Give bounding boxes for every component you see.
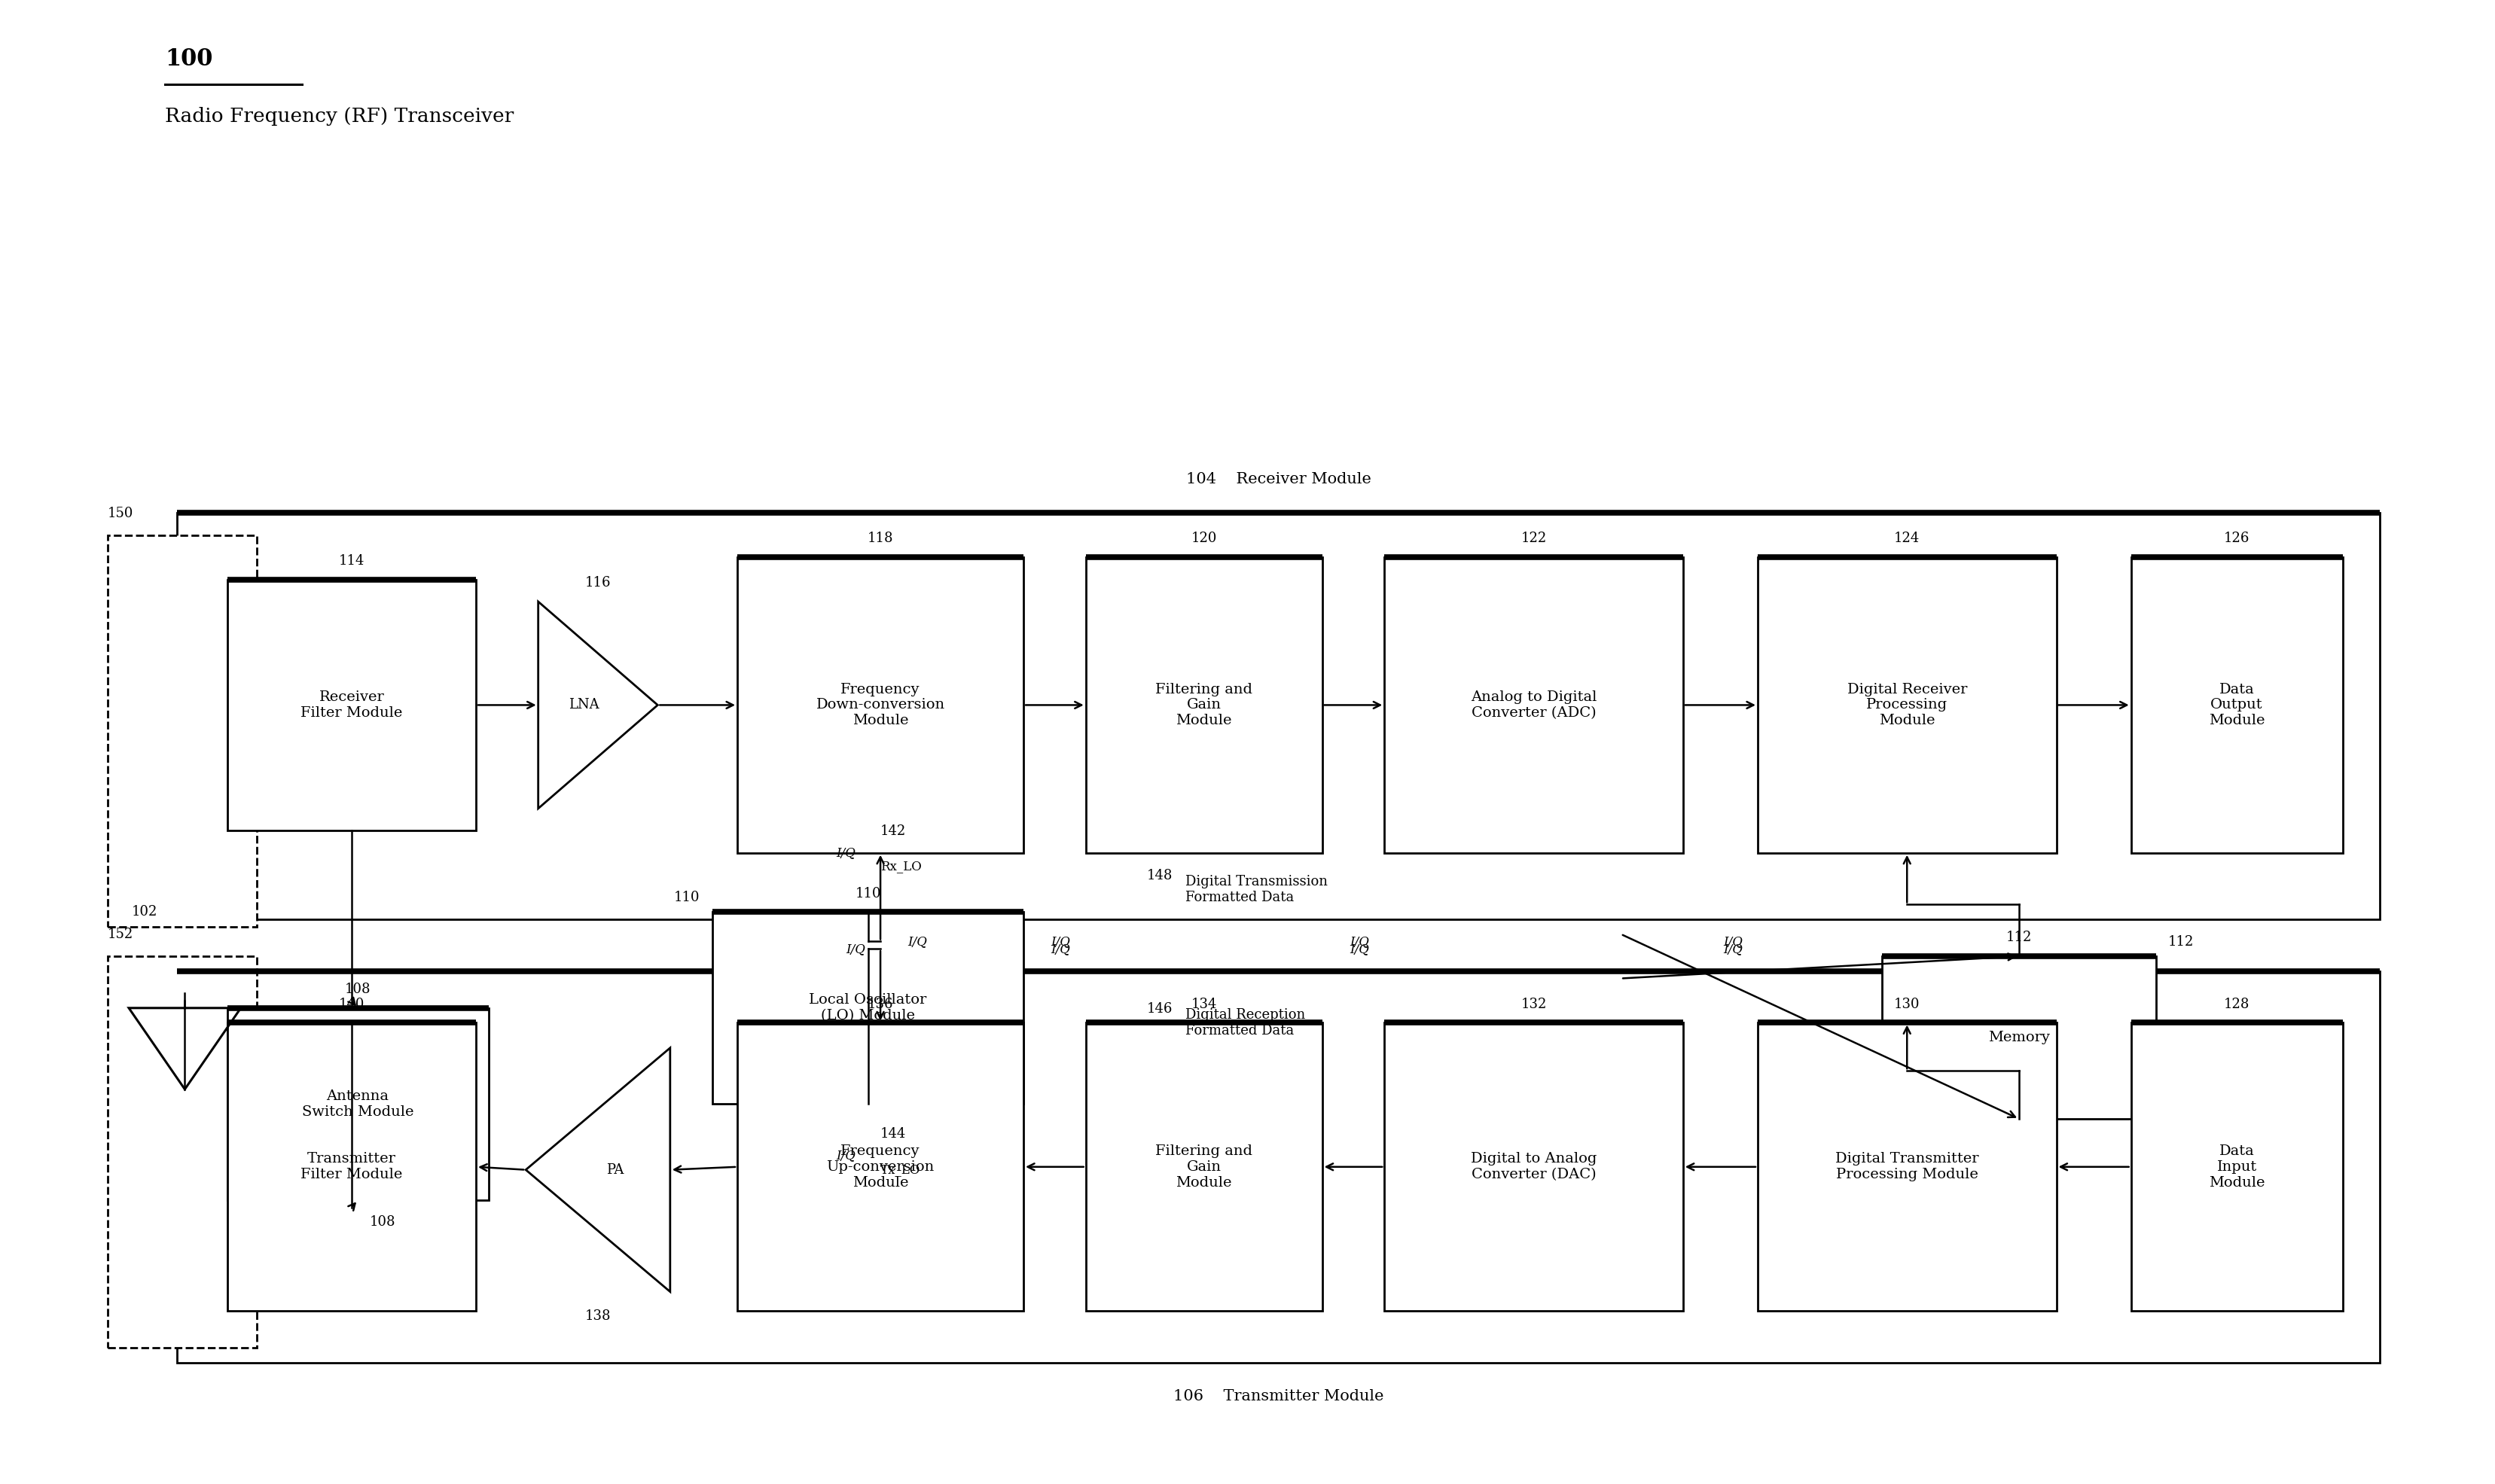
Bar	[177, 513, 2380, 919]
Bar	[2131, 1022, 2343, 1310]
Text: 112: 112	[2006, 930, 2031, 944]
Bar	[227, 579, 477, 831]
Bar	[107, 956, 257, 1347]
Text: 106    Transmitter Module: 106 Transmitter Module	[1173, 1389, 1385, 1404]
Text: 110: 110	[856, 886, 881, 901]
Text: Tx_LO: Tx_LO	[881, 1163, 921, 1175]
Text: 100: 100	[165, 47, 212, 71]
Text: PA: PA	[606, 1163, 624, 1177]
Text: Local Oscillator
(LO) Module: Local Oscillator (LO) Module	[808, 993, 926, 1022]
Text: Filtering and
Gain
Module: Filtering and Gain Module	[1155, 683, 1252, 727]
Text: Digital Receiver
Processing
Module: Digital Receiver Processing Module	[1846, 683, 1966, 727]
Text: 112: 112	[2168, 935, 2193, 948]
Text: I/Q: I/Q	[846, 942, 866, 956]
Text: 126: 126	[2223, 531, 2250, 546]
Text: Transmitter
Filter Module: Transmitter Filter Module	[299, 1152, 402, 1181]
Bar	[1085, 1022, 1322, 1310]
Bar	[739, 1022, 1023, 1310]
Text: Rx_LO: Rx_LO	[881, 861, 921, 873]
Text: 110: 110	[674, 890, 701, 905]
Text: 136: 136	[868, 997, 893, 1011]
Text: 118: 118	[868, 531, 893, 546]
Text: 130: 130	[1894, 997, 1921, 1011]
Text: I/Q: I/Q	[1050, 935, 1070, 948]
Text: Analog to Digital
Converter (ADC): Analog to Digital Converter (ADC)	[1470, 690, 1597, 720]
Text: 134: 134	[1190, 997, 1218, 1011]
Text: 128: 128	[2223, 997, 2250, 1011]
Text: I/Q: I/Q	[836, 846, 856, 859]
Text: Filtering and
Gain
Module: Filtering and Gain Module	[1155, 1144, 1252, 1189]
Bar	[1085, 558, 1322, 853]
Text: 108: 108	[369, 1215, 397, 1229]
Text: LNA: LNA	[569, 699, 599, 712]
Text: 152: 152	[107, 928, 132, 941]
Text: I/Q: I/Q	[1350, 942, 1370, 956]
Text: 150: 150	[107, 508, 135, 521]
Text: 120: 120	[1190, 531, 1218, 546]
Text: Digital Transmission
Formatted Data: Digital Transmission Formatted Data	[1185, 876, 1327, 904]
Text: Data
Output
Module: Data Output Module	[2208, 683, 2265, 727]
Text: Frequency
Down-conversion
Module: Frequency Down-conversion Module	[816, 683, 946, 727]
Text: Frequency
Up-conversion
Module: Frequency Up-conversion Module	[826, 1144, 933, 1189]
Text: 124: 124	[1894, 531, 1921, 546]
Text: 104    Receiver Module: 104 Receiver Module	[1185, 472, 1372, 487]
Bar	[227, 1008, 489, 1201]
Text: 102: 102	[132, 905, 157, 919]
Text: 144: 144	[881, 1128, 906, 1141]
Text: 116: 116	[584, 576, 611, 589]
Bar	[1385, 558, 1684, 853]
Text: 114: 114	[339, 554, 364, 567]
Text: Radio Frequency (RF) Transceiver: Radio Frequency (RF) Transceiver	[165, 107, 514, 126]
Text: Digital to Analog
Converter (DAC): Digital to Analog Converter (DAC)	[1470, 1152, 1597, 1181]
Text: 140: 140	[339, 997, 364, 1011]
Bar	[1881, 956, 2156, 1119]
Text: 132: 132	[1522, 997, 1547, 1011]
Text: 108: 108	[344, 982, 372, 996]
Bar	[739, 558, 1023, 853]
Bar	[1756, 558, 2056, 853]
Text: I/Q: I/Q	[1724, 942, 1742, 956]
Text: I/Q: I/Q	[1350, 935, 1370, 948]
Text: 148: 148	[1148, 868, 1173, 883]
Text: Memory: Memory	[1989, 1031, 2051, 1045]
Bar	[177, 971, 2380, 1362]
Text: Receiver
Filter Module: Receiver Filter Module	[299, 690, 402, 720]
Text: I/Q: I/Q	[908, 935, 928, 948]
Text: Antenna
Switch Module: Antenna Switch Module	[302, 1089, 414, 1119]
Text: 142: 142	[881, 825, 906, 838]
Bar	[2131, 558, 2343, 853]
Text: I/Q: I/Q	[1724, 935, 1742, 948]
Text: Digital Reception
Formatted Data: Digital Reception Formatted Data	[1185, 1008, 1305, 1037]
Bar	[1385, 1022, 1684, 1310]
Text: I/Q: I/Q	[836, 1150, 856, 1162]
Text: 146: 146	[1148, 1002, 1173, 1015]
Bar	[227, 1022, 477, 1310]
Text: Data
Input
Module: Data Input Module	[2208, 1144, 2265, 1189]
Text: 138: 138	[584, 1309, 611, 1324]
Text: I/Q: I/Q	[1050, 942, 1070, 956]
Bar	[1756, 1022, 2056, 1310]
Bar	[714, 913, 1023, 1104]
Text: 122: 122	[1522, 531, 1547, 546]
Bar	[107, 536, 257, 926]
Text: Digital Transmitter
Processing Module: Digital Transmitter Processing Module	[1836, 1152, 1979, 1181]
